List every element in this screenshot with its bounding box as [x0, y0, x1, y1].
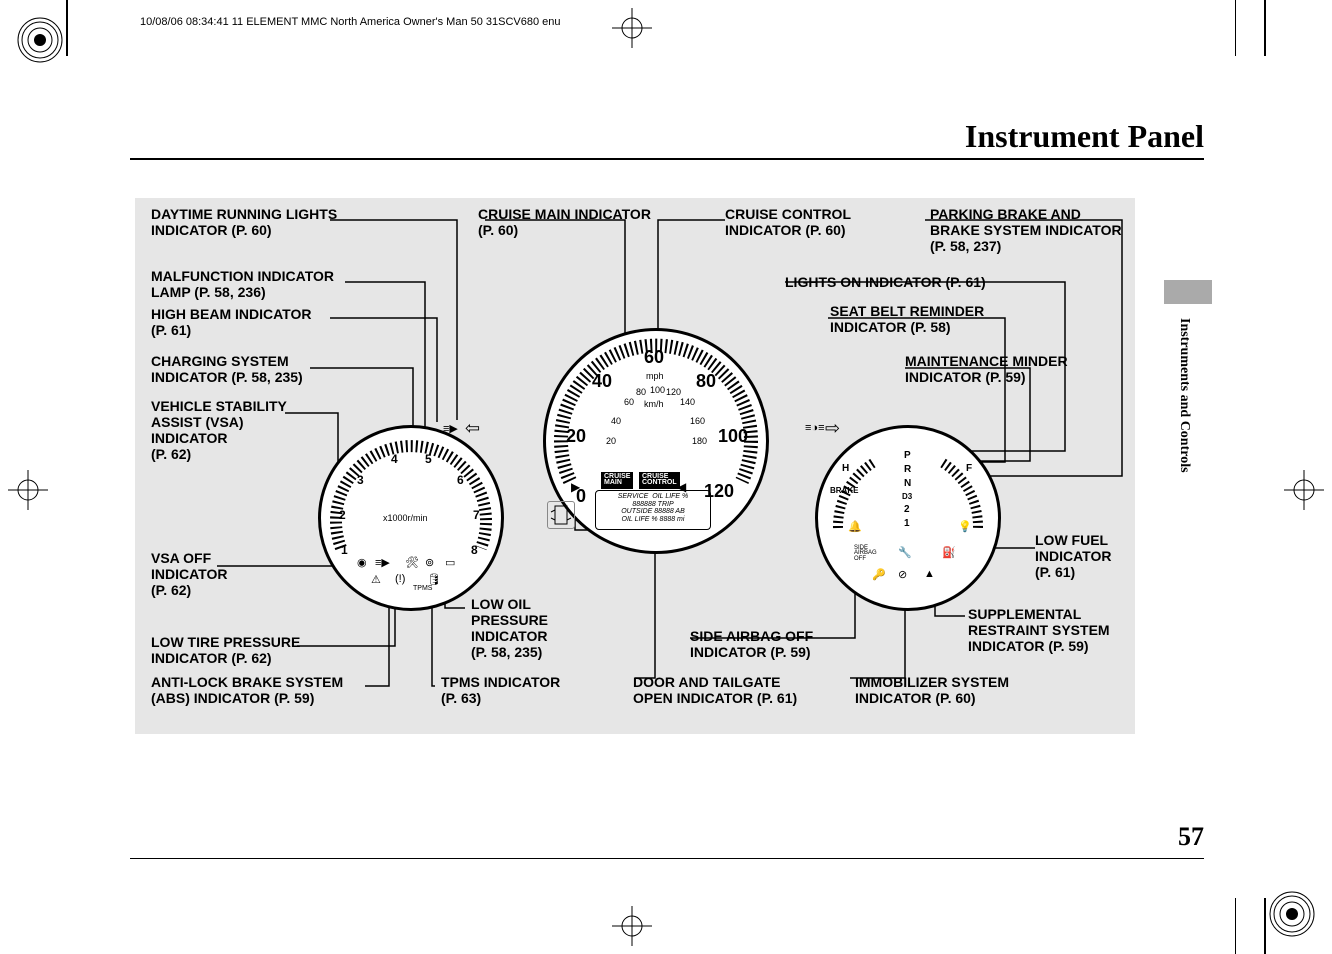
- label-charging: CHARGING SYSTEM INDICATOR (P. 58, 235): [151, 353, 303, 385]
- crop-mark-icon: [612, 906, 652, 946]
- cruise-control-box: CRUISE CONTROL: [639, 472, 680, 489]
- crop-mark-icon: [8, 470, 48, 510]
- registration-mark-icon: [1267, 889, 1317, 939]
- tach-unit: x1000r/min: [383, 513, 428, 523]
- label-maint-minder: MAINTENANCE MINDER INDICATOR (P. 59): [905, 353, 1068, 385]
- label-srs: SUPPLEMENTAL RESTRAINT SYSTEM INDICATOR …: [968, 606, 1110, 654]
- wrench-icon: 🔧: [898, 546, 912, 559]
- speed-subunit: km/h: [644, 399, 664, 409]
- speed-20: 20: [566, 426, 586, 447]
- speed-40: 40: [592, 371, 612, 392]
- seatbelt-icon: 🔔: [848, 520, 862, 533]
- side-airbag-off-icon: SIDEAIRBAGOFF: [854, 546, 877, 563]
- brake-text: BRAKE: [830, 486, 858, 495]
- door-open-icon: [547, 501, 575, 529]
- crop-mark-icon: [1284, 470, 1324, 510]
- label-mil: MALFUNCTION INDICATOR LAMP (P. 58, 236): [151, 268, 334, 300]
- label-tpms: TPMS INDICATOR (P. 63): [441, 674, 560, 706]
- label-lights-on: LIGHTS ON INDICATOR (P. 61): [785, 274, 986, 290]
- tpms-icon: (!): [395, 573, 405, 585]
- info-display: SERVICE OIL LIFE % 888888 TRIP OUTSIDE 8…: [595, 490, 711, 530]
- label-cruise-control: CRUISE CONTROL INDICATOR (P. 60): [725, 206, 851, 238]
- label-parking-brake: PARKING BRAKE AND BRAKE SYSTEM INDICATOR…: [930, 206, 1122, 254]
- mil-icon: 🛠: [405, 556, 419, 569]
- label-seat-belt: SEAT BELT REMINDER INDICATOR (P. 58): [830, 303, 984, 335]
- left-turn-arrow-icon: ⇦: [465, 418, 480, 439]
- fuel-f: F: [966, 463, 972, 474]
- instrument-panel-diagram: DAYTIME RUNNING LIGHTS INDICATOR (P. 60)…: [135, 198, 1135, 734]
- label-vsa: VEHICLE STABILITY ASSIST (VSA) INDICATOR…: [151, 398, 287, 462]
- crop-mark-icon: [612, 8, 652, 48]
- srs-icon: ⊘: [898, 568, 907, 581]
- label-drl: DAYTIME RUNNING LIGHTS INDICATOR (P. 60): [151, 206, 337, 238]
- fuel-icon: ⛽: [942, 546, 956, 559]
- page-title: Instrument Panel: [965, 118, 1204, 155]
- section-tab: [1164, 280, 1212, 304]
- immobilizer-icon: 🔑: [872, 568, 886, 581]
- header-meta: 10/08/06 08:34:41 11 ELEMENT MMC North A…: [140, 16, 561, 28]
- label-door: DOOR AND TAILGATE OPEN INDICATOR (P. 61): [633, 674, 797, 706]
- cruise-main-box: CRUISE MAIN: [601, 472, 633, 489]
- label-immobilizer: IMMOBILIZER SYSTEM INDICATOR (P. 60): [855, 674, 1009, 706]
- temp-h: H: [842, 463, 849, 474]
- title-rule: [130, 158, 1204, 160]
- speed-60: 60: [644, 347, 664, 368]
- label-abs: ANTI-LOCK BRAKE SYSTEM (ABS) INDICATOR (…: [151, 674, 343, 706]
- label-vsa-off: VSA OFF INDICATOR (P. 62): [151, 550, 227, 598]
- high-beam-icon: ≡▶: [375, 556, 390, 569]
- label-low-fuel: LOW FUEL INDICATOR (P. 61): [1035, 532, 1111, 580]
- fuel-gear-gauge: H F BRAKE P R N D3 2 1 🔔 SIDEAIRBAGOFF 🔧…: [815, 425, 1001, 611]
- battery-icon: ▭: [445, 556, 455, 569]
- registration-mark-icon: [15, 15, 65, 65]
- arrow-icon: ▶: [571, 480, 580, 494]
- label-side-airbag: SIDE AIRBAG OFF INDICATOR (P. 59): [690, 628, 813, 660]
- label-high-beam: HIGH BEAM INDICATOR (P. 61): [151, 306, 311, 338]
- abs-icon: ⊚: [425, 556, 434, 569]
- page-number: 57: [1178, 822, 1204, 852]
- speed-80: 80: [696, 371, 716, 392]
- footer-rule: [130, 858, 1204, 859]
- vsa-off-icon: ⚠: [371, 573, 381, 586]
- label-cruise-main: CRUISE MAIN INDICATOR (P. 60): [478, 206, 651, 238]
- label-low-tire: LOW TIRE PRESSURE INDICATOR (P. 62): [151, 634, 300, 666]
- lights-on-icon: 💡: [958, 520, 972, 533]
- lights-small-icon: ≡◑≡: [805, 422, 824, 434]
- headlight-small-icon: ≡▶: [443, 422, 458, 435]
- speed-unit: mph: [646, 371, 664, 381]
- tachometer-gauge: 1 2 3 4 5 6 7 8 x1000r/min ◉ ≡▶ 🛠 ⊚ ▭ ⚠ …: [318, 425, 504, 611]
- warn-icon: ▲: [924, 568, 935, 580]
- tpms-text: TPMS: [413, 585, 432, 592]
- drl-icon: ◉: [357, 556, 367, 569]
- speed-100: 100: [718, 426, 748, 447]
- section-label: Instruments and Controls: [1176, 318, 1192, 473]
